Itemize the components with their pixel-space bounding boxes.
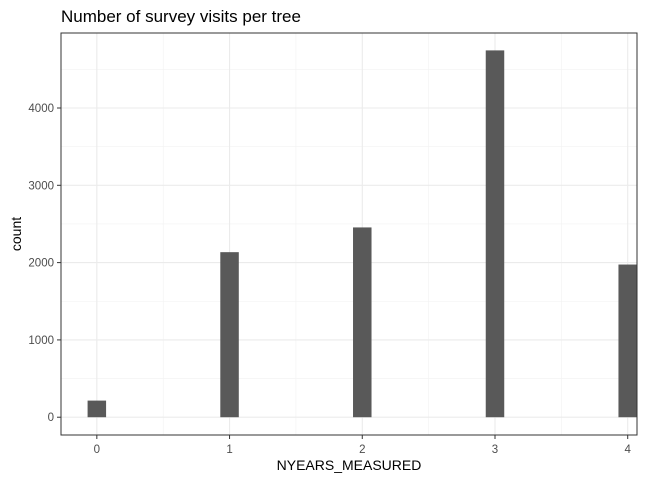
x-tick-label: 2: [359, 444, 365, 456]
y-tick-label: 0: [48, 412, 54, 424]
x-tick-label: 4: [625, 444, 632, 456]
x-tick-label: 0: [94, 444, 100, 456]
x-axis-title: NYEARS_MEASURED: [277, 457, 422, 473]
bar-0: [87, 400, 107, 418]
bars: [87, 50, 637, 418]
y-tick-label: 3000: [28, 180, 54, 192]
y-tick-label: 1000: [28, 335, 54, 347]
bar-1: [220, 252, 239, 418]
x-tick-label: 1: [226, 444, 232, 456]
x-axis-ticks: 0 1 2 3 4: [94, 435, 632, 456]
y-axis-title: count: [8, 217, 24, 251]
x-tick-label: 3: [492, 444, 498, 456]
bar-2: [353, 227, 372, 418]
bar-4: [618, 264, 637, 418]
y-tick-label: 4000: [28, 103, 54, 115]
chart-title: Number of survey visits per tree: [61, 7, 301, 26]
bar-3: [485, 50, 505, 418]
grid-lines: [61, 33, 637, 435]
panel-border: [60, 32, 638, 436]
y-tick-label: 2000: [28, 258, 54, 270]
y-axis-ticks: 0 1000 2000 3000 4000: [28, 103, 61, 424]
